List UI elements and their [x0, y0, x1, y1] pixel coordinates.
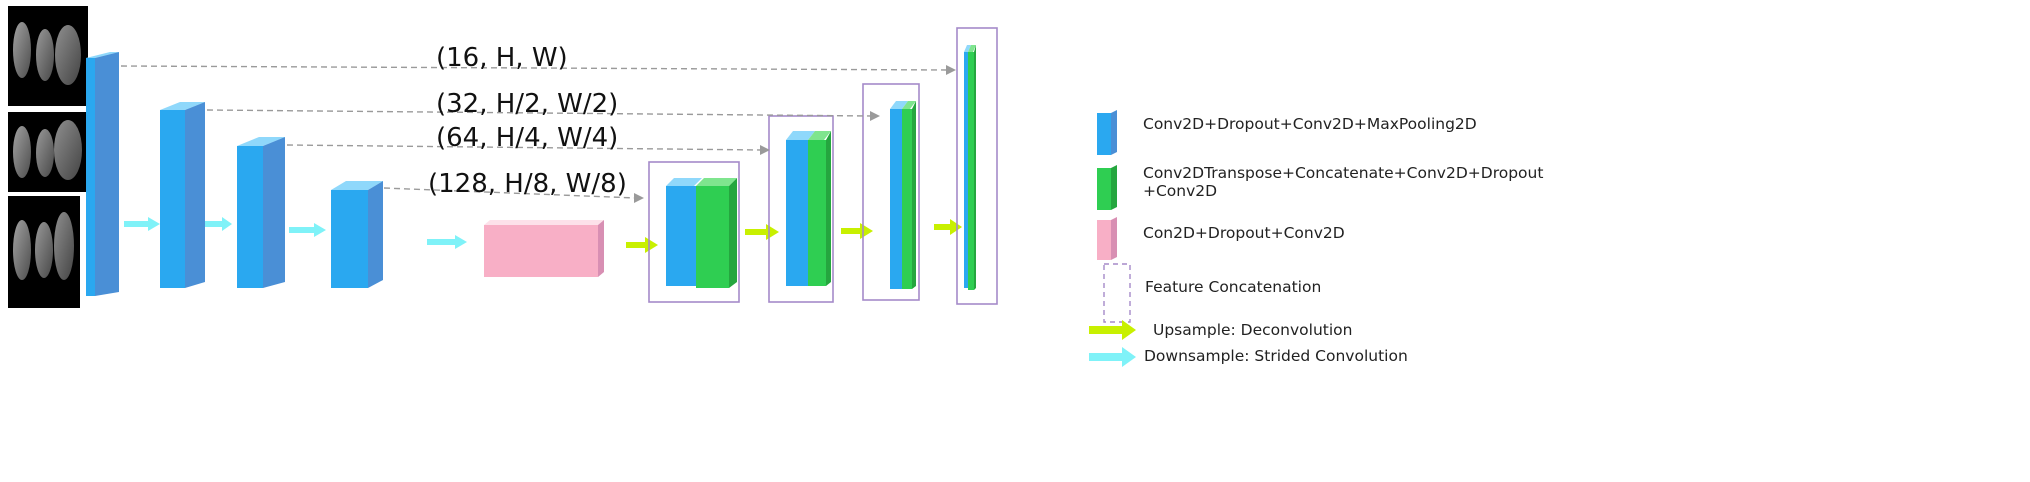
input-image-2	[8, 112, 88, 192]
decoder-stage-3	[862, 83, 920, 301]
skip-connections	[120, 65, 949, 199]
legend-decoder-label-line1: Conv2DTranspose+Concatenate+Conv2D+Dropo…	[1143, 164, 1543, 182]
encoder-block-1	[86, 52, 119, 296]
legend-concat: Feature Concatenation	[1103, 263, 1321, 323]
skip-connection-2	[206, 109, 873, 117]
upsample-arrow-1	[626, 237, 658, 253]
legend-upsample: Upsample: Deconvolution	[1089, 320, 1352, 340]
legend-downsample: Downsample: Strided Convolution	[1089, 347, 1408, 367]
encoder-block-3	[237, 137, 285, 288]
skip-label-64: (64, H/4, W/4)	[436, 123, 618, 153]
encoder-block-2	[160, 102, 205, 288]
input-image-3	[8, 196, 80, 308]
skip-label-32: (32, H/2, W/2)	[436, 89, 618, 119]
legend-upsample-arrow	[1089, 320, 1136, 340]
skip-label-16: (16, H, W)	[436, 43, 568, 73]
legend-encoder: Conv2D+Dropout+Conv2D+MaxPooling2D	[1097, 110, 1477, 155]
decoder-stage-4	[956, 27, 998, 305]
upsample-arrow-2	[745, 224, 779, 240]
input-image-1	[8, 6, 88, 106]
legend-decoder-label-line2: +Conv2D	[1143, 182, 1217, 200]
downsample-arrow-2	[205, 217, 232, 231]
skip-label-128: (128, H/8, W/8)	[428, 169, 627, 199]
skip-connection-3	[286, 144, 763, 151]
decoder-stage-2	[768, 115, 834, 303]
legend-decoder: Conv2DTranspose+Concatenate+Conv2D+Dropo…	[1097, 164, 1543, 210]
legend-downsample-label: Downsample: Strided Convolution	[1144, 347, 1408, 365]
concat-box-4	[956, 27, 998, 305]
legend-downsample-arrow	[1089, 347, 1136, 367]
concat-box-3	[862, 83, 920, 301]
downsample-arrow-1	[124, 217, 160, 231]
decoder-stage-1	[648, 161, 740, 303]
legend-concat-label: Feature Concatenation	[1145, 278, 1321, 296]
upsample-arrows	[626, 219, 962, 253]
input-images	[8, 6, 88, 308]
skip-connection-4	[383, 187, 637, 199]
upsample-arrow-3	[841, 223, 873, 239]
encoder-block-4	[331, 181, 383, 288]
upsample-arrow-4	[934, 219, 962, 235]
legend-bottleneck: Con2D+Dropout+Conv2D	[1097, 217, 1345, 260]
downsample-arrow-3	[289, 223, 326, 237]
bottleneck-block	[484, 220, 604, 277]
legend-encoder-label: Conv2D+Dropout+Conv2D+MaxPooling2D	[1143, 115, 1477, 133]
legend: Conv2D+Dropout+Conv2D+MaxPooling2D Conv2…	[1089, 110, 1543, 367]
downsample-arrow-4	[427, 235, 467, 249]
skip-connection-1	[120, 65, 949, 71]
downsample-arrows	[124, 217, 467, 249]
legend-upsample-label: Upsample: Deconvolution	[1153, 321, 1352, 339]
skip-arrowheads	[634, 65, 956, 203]
concat-box-1	[648, 161, 740, 303]
legend-bottleneck-label: Con2D+Dropout+Conv2D	[1143, 224, 1345, 242]
